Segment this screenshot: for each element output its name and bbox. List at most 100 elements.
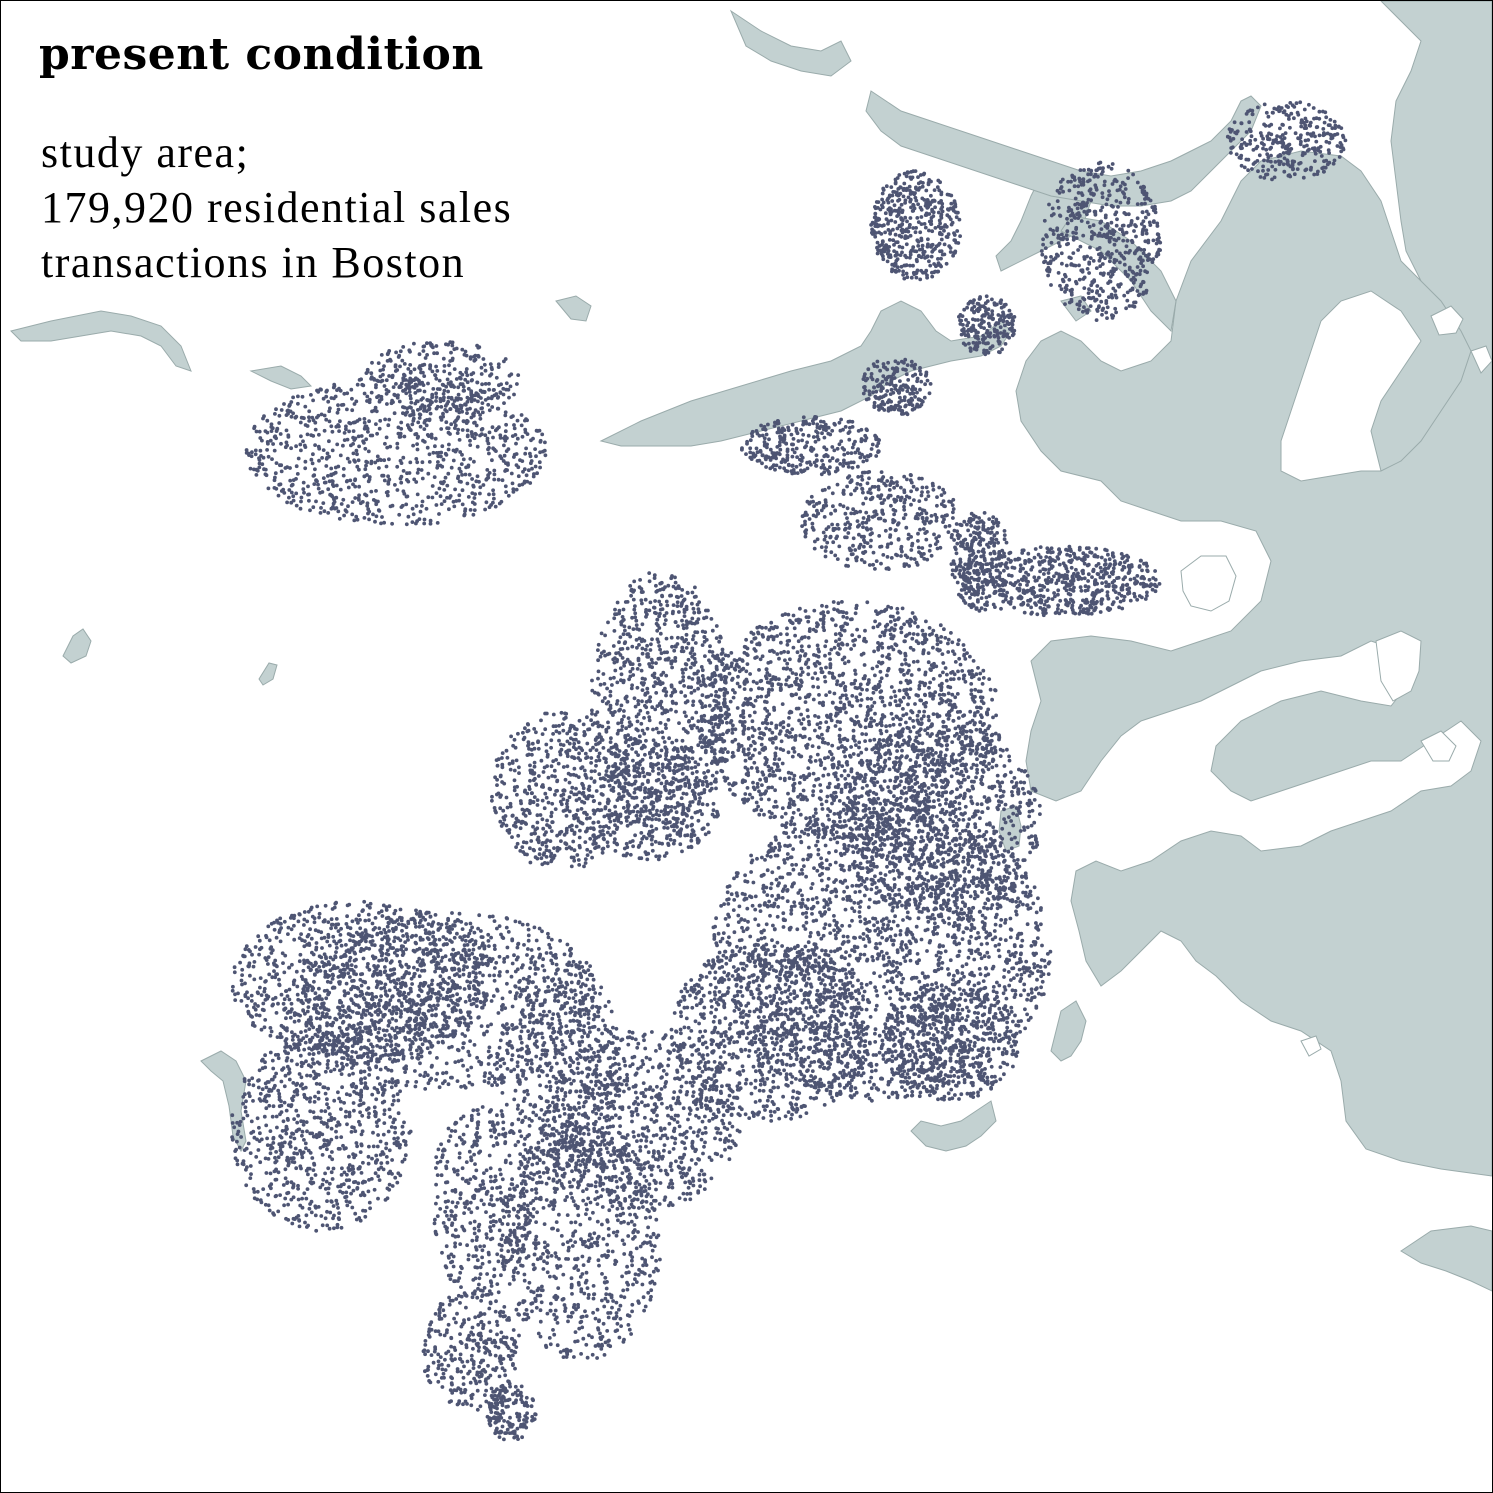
sale-point [1247, 127, 1252, 132]
sale-point [1127, 304, 1132, 308]
sale-point [1262, 102, 1267, 107]
sale-point [676, 595, 680, 600]
sale-point [1129, 219, 1134, 223]
sale-point [925, 254, 930, 259]
sale-point [1111, 554, 1116, 559]
sale-point [904, 372, 909, 377]
sale-point [1280, 122, 1285, 127]
sale-point [842, 452, 847, 457]
sale-point [918, 205, 923, 210]
sale-point [466, 386, 471, 391]
sale-point [804, 419, 808, 424]
sale-point [961, 327, 966, 331]
sale-point [326, 487, 331, 492]
sale-point [1034, 603, 1038, 607]
sale-point [899, 398, 904, 403]
sale-point [1100, 205, 1105, 210]
sale-point [434, 391, 438, 396]
sale-point [881, 254, 885, 259]
sale-point [908, 252, 913, 257]
sale-point [906, 229, 911, 234]
sale-point [446, 471, 451, 476]
sale-point [1046, 571, 1051, 575]
sale-point [651, 727, 655, 732]
sale-point [399, 385, 403, 389]
sale-point [1077, 176, 1082, 181]
water-layer [10, 1, 1492, 1292]
sale-point [462, 512, 467, 517]
sale-point [1228, 138, 1233, 143]
sale-point [1115, 596, 1120, 600]
sale-point [1094, 563, 1099, 568]
sale-point [917, 247, 922, 252]
sale-point [910, 403, 915, 408]
sale-point [360, 382, 365, 387]
sale-point [497, 383, 501, 388]
sale-point [916, 397, 921, 402]
sale-point [981, 587, 986, 592]
sale-point [944, 235, 949, 239]
sale-point [1031, 592, 1036, 596]
sale-point [336, 464, 341, 469]
sale-point [345, 479, 350, 483]
sale-point [936, 210, 941, 215]
sale-point [881, 553, 886, 557]
sale-point [911, 484, 916, 489]
sale-point [463, 349, 468, 354]
upper-harbor [1060, 215, 1177, 333]
sale-point [687, 675, 691, 680]
sale-point [963, 583, 968, 588]
sale-point [830, 491, 835, 496]
sale-point [386, 423, 391, 428]
sale-point [439, 427, 444, 431]
sale-point [413, 376, 418, 381]
sale-point [427, 452, 432, 457]
sale-point [819, 472, 824, 477]
sale-point [511, 490, 516, 494]
sale-point [1120, 223, 1125, 228]
sale-point [385, 359, 390, 363]
sale-point [1269, 153, 1273, 158]
sale-point [1329, 136, 1334, 141]
sale-point [1018, 582, 1022, 587]
sale-point [445, 483, 450, 488]
sale-point [255, 468, 260, 473]
sale-point [710, 628, 715, 633]
sale-point [410, 385, 415, 389]
sale-point [1070, 175, 1075, 180]
sale-point [1253, 137, 1258, 142]
sale-point [394, 350, 398, 355]
sale-point [1155, 232, 1160, 237]
sale-point [929, 193, 933, 198]
sale-point [951, 559, 956, 564]
sale-point [975, 527, 980, 531]
sale-point [1341, 135, 1346, 140]
sale-point [1304, 119, 1309, 124]
sale-point [893, 253, 898, 258]
sale-point [404, 391, 409, 396]
sale-point [1113, 177, 1117, 182]
sale-point [844, 461, 849, 466]
sale-point [929, 243, 934, 248]
sale-point [895, 522, 900, 527]
sale-point [1073, 611, 1078, 616]
sale-point [687, 759, 692, 764]
sale-point [983, 301, 988, 305]
sale-point [465, 433, 470, 438]
sale-point [1125, 238, 1130, 243]
sale-point [1278, 126, 1282, 131]
sale-point [435, 369, 440, 373]
sale-point [375, 431, 379, 436]
sale-point [364, 424, 369, 429]
sale-point [543, 453, 548, 458]
sale-point [994, 517, 999, 522]
sale-point [330, 448, 335, 453]
sale-point [434, 503, 439, 507]
sale-point [1109, 292, 1114, 297]
sale-point [369, 459, 374, 464]
sale-point [658, 656, 662, 661]
sale-point [444, 420, 449, 425]
sale-point [909, 502, 913, 507]
sale-point [486, 396, 491, 401]
